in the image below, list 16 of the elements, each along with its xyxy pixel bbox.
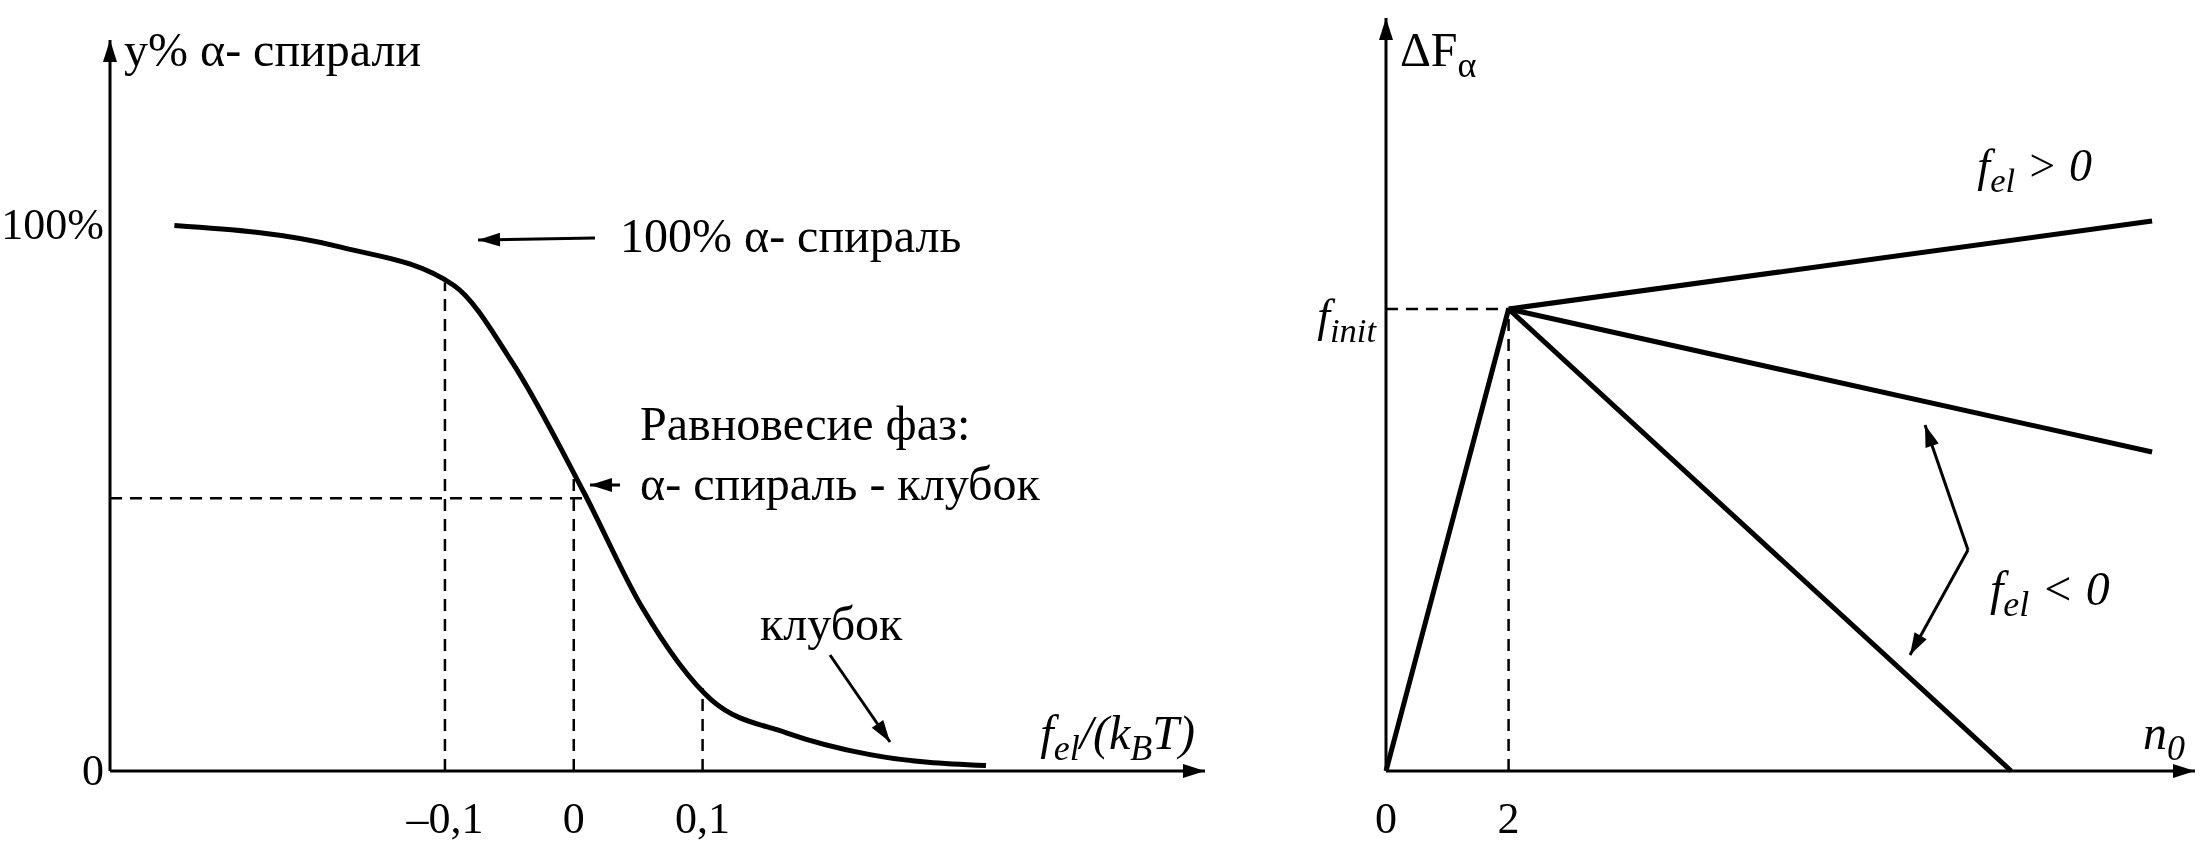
- annotation: 100% α- спираль: [620, 209, 962, 262]
- series-label: f$_{el}$ > 0: [1977, 140, 2093, 199]
- y-axis-title: y% α- спирали: [124, 23, 422, 76]
- x-axis-title: f$_{el}$/(k$_{B}$T): [1040, 706, 1195, 768]
- x-tick-label: 2: [1497, 794, 1520, 843]
- x-tick-label: 0,1: [675, 794, 731, 843]
- x-tick-label: 0: [1375, 794, 1397, 843]
- y-axis-title: ΔF$_{α}$: [1400, 23, 1477, 85]
- x-tick-label: 0: [562, 794, 585, 843]
- y-tick-label: 100%: [1, 200, 104, 250]
- annotation: клубок: [760, 597, 904, 650]
- annotation: f$_{el}$ < 0: [1990, 562, 2110, 624]
- x-tick-label: –0,1: [405, 794, 484, 843]
- ref-line-label: f$_{init}$: [1317, 290, 1378, 349]
- x-axis-title: n$_{0}$: [2143, 706, 2185, 768]
- annotation: Равновесие фаз: α- спираль - клубок: [640, 397, 1041, 510]
